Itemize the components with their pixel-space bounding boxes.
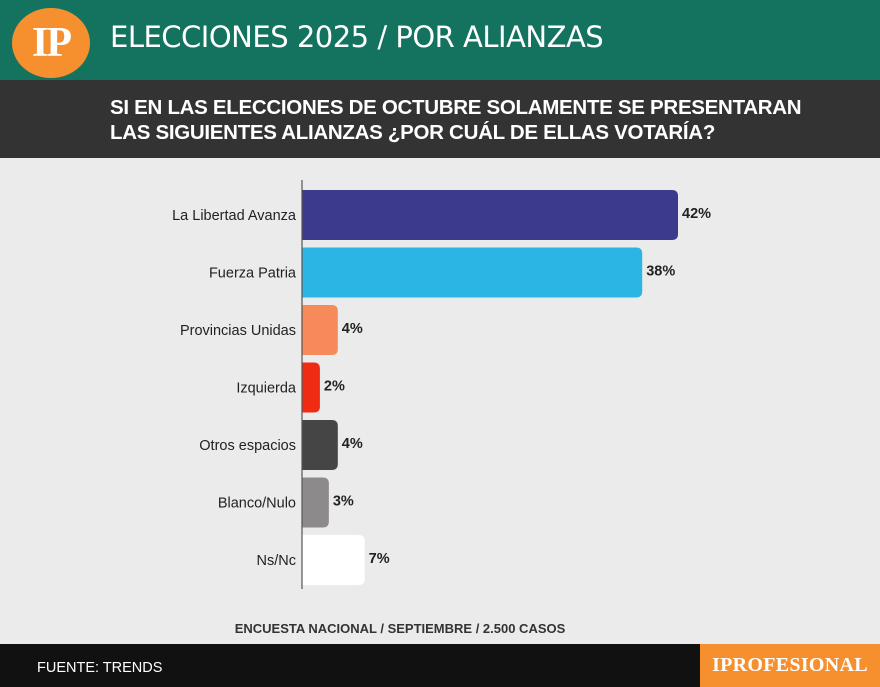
header-banner: IP ELECCIONES 2025 / POR ALIANZAS — [0, 0, 880, 80]
bar-blanco-nulo — [302, 477, 329, 528]
question-band: SI EN LAS ELECCIONES DE OCTUBRE SOLAMENT… — [0, 80, 880, 158]
question-line-2: LAS SIGUIENTES ALIANZAS ¿POR CUÁL DE ELL… — [110, 121, 716, 144]
footer-brand: IPROFESIONAL — [700, 644, 880, 687]
chart-area: La Libertad Avanza 42% Fuerza Patria 38% Pro… — [0, 158, 880, 644]
page-title: ELECCIONES 2025 / POR ALIANZAS — [110, 20, 604, 54]
bar-ns-nc — [302, 535, 365, 585]
category-label: Blanco/Nulo — [218, 496, 296, 512]
bar-fuerza-patria — [302, 247, 643, 298]
footer-brand-text: IPROFESIONAL — [712, 654, 868, 676]
bar-izquierda — [302, 362, 320, 413]
value-label: 38% — [646, 264, 675, 280]
value-label: 2% — [324, 379, 345, 395]
bar-otros-espacios — [302, 420, 338, 470]
question-line-1: SI EN LAS ELECCIONES DE OCTUBRE SOLAMENT… — [110, 96, 802, 119]
category-label: Izquierda — [236, 381, 297, 397]
category-label: Fuerza Patria — [209, 266, 297, 282]
source-credit: FUENTE: TRENDS — [37, 660, 163, 676]
bar-provincias-unidas — [302, 305, 338, 355]
bar-la-libertad-avanza — [302, 190, 678, 240]
value-label: 42% — [682, 206, 711, 222]
survey-footnote: ENCUESTA NACIONAL / SEPTIEMBRE / 2.500 C… — [234, 621, 566, 636]
category-label: Ns/Nc — [257, 553, 296, 569]
logo-text: IP — [32, 20, 72, 66]
value-label: 4% — [342, 436, 363, 452]
logo: IP — [12, 8, 90, 78]
category-label: La Libertad Avanza — [172, 208, 297, 224]
survey-question: SI EN LAS ELECCIONES DE OCTUBRE SOLAMENT… — [110, 95, 870, 145]
category-label: Provincias Unidas — [180, 323, 296, 339]
value-label: 7% — [369, 551, 390, 567]
value-label: 4% — [342, 321, 363, 337]
value-label: 3% — [333, 494, 354, 510]
footer: FUENTE: TRENDS IPROFESIONAL — [0, 644, 880, 687]
bar-chart: La Libertad Avanza 42% Fuerza Patria 38% Pro… — [172, 180, 711, 589]
category-label: Otros espacios — [199, 438, 296, 454]
